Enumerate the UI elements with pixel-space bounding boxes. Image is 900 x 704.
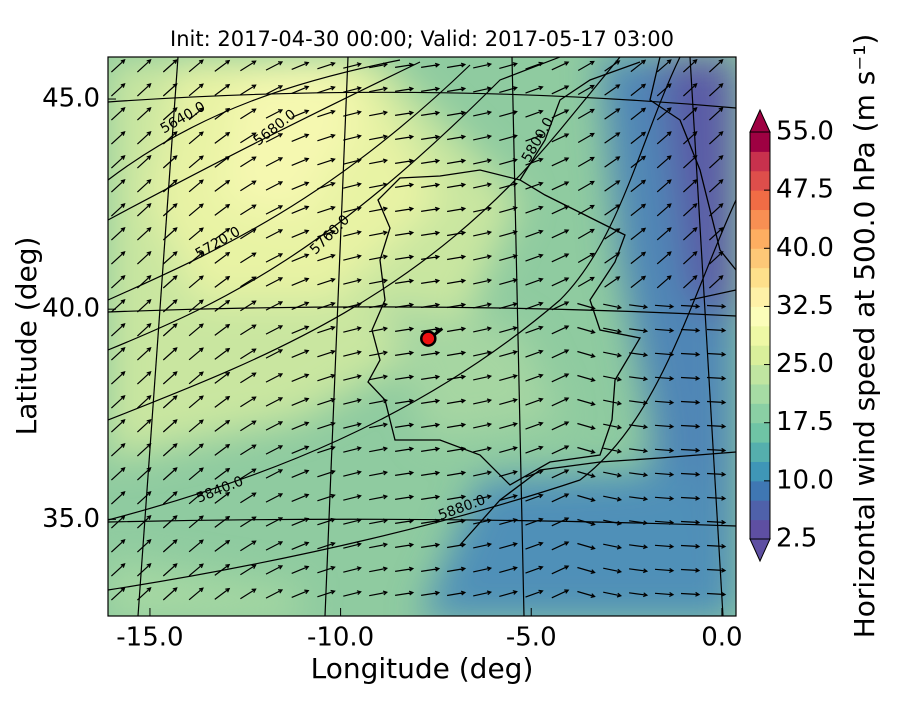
colorbar-tick-label: 25.0 (776, 349, 834, 379)
colorbar-tick-label: 32.5 (776, 291, 834, 321)
colorbar-segment (750, 461, 770, 482)
colorbar-segment (750, 345, 770, 366)
meridian (137, 57, 179, 616)
contour (108, 59, 401, 181)
x-axis-label: Longitude (deg) (311, 652, 534, 685)
contour (108, 61, 421, 221)
x-tick-label: 0.0 (701, 623, 742, 653)
x-tick-label: -5.0 (506, 623, 557, 653)
wind-field (108, 57, 736, 616)
colorbar-segment (750, 383, 770, 404)
colorbar-extend-low (749, 538, 771, 563)
colorbar-segment (750, 442, 770, 462)
colorbar-segment (750, 403, 770, 424)
y-axis-label: Latitude (deg) (10, 237, 43, 436)
contour (108, 57, 681, 521)
colorbar-segment (750, 190, 770, 211)
parallel (108, 306, 736, 317)
colorbar-segment (750, 287, 770, 307)
y-tick-label: 35.0 (42, 504, 100, 534)
colorbar-segment (750, 228, 770, 249)
x-tick-label: -15.0 (116, 623, 183, 653)
contour (108, 199, 736, 591)
coastline (689, 289, 736, 301)
field-patch (108, 560, 300, 616)
meridian (324, 57, 349, 616)
colorbar-segment (750, 151, 770, 172)
coastline (367, 169, 642, 486)
colorbar-segment (750, 519, 770, 540)
chart-title: Init: 2017-04-30 00:00; Valid: 2017-05-1… (170, 27, 674, 51)
colorbar-segment (750, 132, 770, 152)
contour (108, 57, 621, 421)
contour (108, 57, 561, 351)
site-marker (420, 330, 437, 347)
plot-frame (107, 56, 737, 617)
y-tick-label: 45.0 (42, 84, 100, 114)
contour (108, 64, 471, 301)
x-tick-label: -10.0 (307, 623, 374, 653)
colorbar-tick-label: 17.5 (776, 407, 834, 437)
colorbar-segment (750, 267, 770, 288)
colorbar-tick-label: 2.5 (776, 524, 817, 554)
colorbar-segment (750, 209, 770, 230)
colorbar-segment (750, 325, 770, 346)
y-tick-label: 40.0 (42, 294, 100, 324)
colorbar-segment (750, 422, 770, 443)
colorbar-segment (750, 306, 770, 327)
colorbar-frame (749, 131, 771, 540)
colorbar-tick-label: 40.0 (776, 233, 834, 263)
colorbar-tick-label: 55.0 (776, 117, 834, 147)
colorbar-segment (750, 500, 770, 521)
meridian (511, 57, 525, 616)
parallel (108, 91, 736, 109)
wind-arrows (110, 59, 727, 601)
colorbar-segment (750, 480, 770, 501)
colorbar-extend-high (749, 108, 771, 133)
colorbar-tick-label: 10.0 (776, 465, 834, 495)
colorbar-segment (750, 248, 770, 269)
colorbar-tick-label: 47.5 (776, 175, 834, 205)
field-patch (421, 470, 736, 616)
colorbar-segment (750, 364, 770, 385)
colorbar-label: Horizontal wind speed at 500.0 hPa (m s⁻… (848, 34, 881, 639)
colorbar-segment (750, 170, 770, 191)
height-contours (108, 57, 736, 591)
meridian (689, 57, 724, 616)
